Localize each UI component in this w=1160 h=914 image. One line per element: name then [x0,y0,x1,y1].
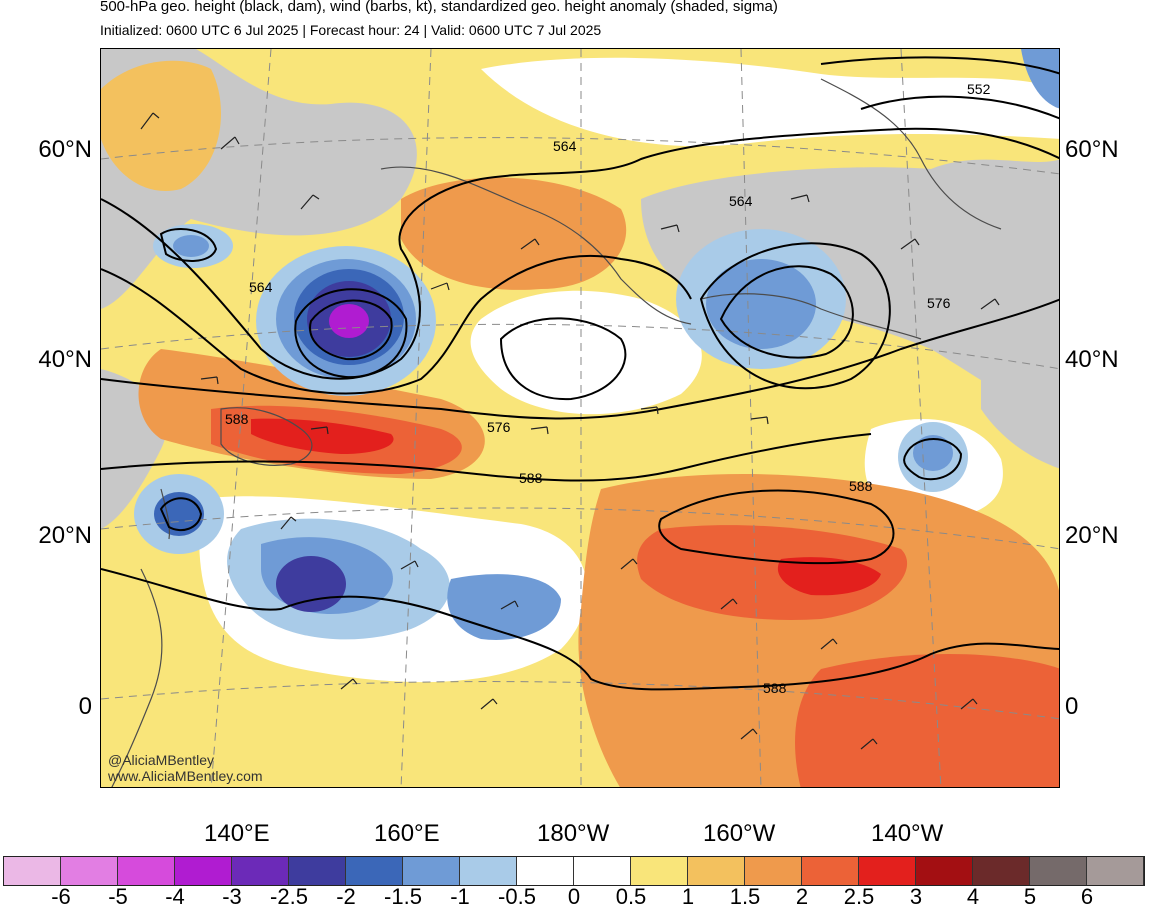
lat-label-left-60n: 60°N [38,136,92,163]
anomaly-3sigma-japan [251,418,394,454]
lon-label-140e: 140°E [204,820,270,847]
lat-label-left-40n: 40°N [38,346,92,373]
lat-label-left-20n: 20°N [38,522,92,549]
colorbar-tick-label: -0.5 [498,884,536,909]
credit-website: www.AliciaMBentley.com [108,768,263,784]
neutral-band-north [481,57,1059,147]
lat-label-right-20n: 20°N [1065,522,1119,549]
negative-anomaly-6-core [276,556,346,612]
colorbar-tick-label: -2.5 [270,884,308,909]
contour-label: 588 [763,680,787,696]
colorbar-tick-label: 3 [909,884,923,909]
colorbar-swatch [61,857,118,885]
colorbar-swatch [1087,857,1144,885]
colorbar-tick-label: 0.5 [615,884,647,909]
colorbar-swatch [4,857,61,885]
neutral-region-canada [981,349,1059,469]
colorbar-swatch [175,857,232,885]
negative-anomaly-3-core [706,259,816,349]
colorbar-swatch [403,857,460,885]
contour-label: 576 [487,419,511,435]
colorbar-swatch [802,857,859,885]
colorbar-tick-label: 1 [681,884,695,909]
colorbar-tick-label: -2 [336,884,356,909]
contour-label: 564 [729,193,753,209]
colorbar-tick-label: 5 [1023,884,1037,909]
anomaly-2sigma-hawaii [637,525,908,620]
wind-barbs [140,112,1000,750]
positive-region-nw [101,60,221,191]
colorbar-tick-label: -6 [51,884,71,909]
colorbar-swatch [859,857,916,885]
contour-label: 588 [519,470,543,486]
height-contours [101,56,1059,691]
credit-handle: @AliciaMBentley [108,752,215,768]
neutral-trough-aleutian [470,290,702,415]
lat-label-left-0: 0 [78,693,92,720]
colorbar-swatch [232,857,289,885]
colorbar-tick-label: 4 [966,884,980,909]
contour-labels: 552 564 564 564 576 576 588 588 588 588 [225,81,991,696]
colorbar-swatch [289,857,346,885]
colorbar-tick-label: -1 [450,884,470,909]
colorbar-swatch [745,857,802,885]
anomaly-2sigma-east-pacific [795,654,1059,787]
colorbar-swatch [916,857,973,885]
anomaly-3sigma-hawaii [777,557,881,596]
lon-label-160w: 160°W [703,820,776,847]
negative-anomaly-2-core [173,235,209,257]
colorbar-tick-label: -3 [222,884,242,909]
map-canvas: 552 564 564 564 576 576 588 588 588 588 [101,49,1059,787]
colorbar-tick-label: -1.5 [384,884,422,909]
contour-label: 564 [553,138,577,154]
contour-label: 564 [249,279,273,295]
contour-label: 576 [927,295,951,311]
colorbar-tick-label: 6 [1080,884,1094,909]
colorbar-swatch [973,857,1030,885]
colorbar-tick-label: 1.5 [729,884,761,909]
map-title: 500-hPa geo. height (black, dam), wind (… [100,0,778,15]
lat-label-right-60n: 60°N [1065,136,1119,163]
colorbar-swatch [688,857,745,885]
colorbar [3,856,1145,886]
colorbar-tick-label: -4 [165,884,185,909]
colorbar-tick-label: 2.5 [843,884,875,909]
colorbar-swatch [631,857,688,885]
colorbar-tick-label: 0 [567,884,581,909]
colorbar-swatch [574,857,631,885]
colorbar-tick-label: -5 [108,884,128,909]
colorbar-tick-label: 2 [795,884,809,909]
positive-region-alaska-west [401,177,627,290]
negative-anomaly-ne [1021,49,1059,109]
colorbar-swatch [118,857,175,885]
negative-anomaly-1-max [329,304,369,338]
negative-anomaly-4-core [913,435,953,471]
lon-label-160e: 160°E [374,820,440,847]
contour-label: 552 [967,81,991,97]
lon-label-180w: 180°W [537,820,610,847]
lon-label-140w: 140°W [871,820,944,847]
map-panel: 552 564 564 564 576 576 588 588 588 588 [100,48,1060,788]
colorbar-swatch [517,857,574,885]
contour-label: 588 [849,478,873,494]
colorbar-swatch [346,857,403,885]
lat-label-right-40n: 40°N [1065,346,1119,373]
colorbar-swatch [460,857,517,885]
map-subtitle: Initialized: 0600 UTC 6 Jul 2025 | Forec… [100,22,602,38]
lat-label-right-0: 0 [1065,693,1079,720]
contour-label: 588 [225,411,249,427]
colorbar-swatch [1030,857,1087,885]
